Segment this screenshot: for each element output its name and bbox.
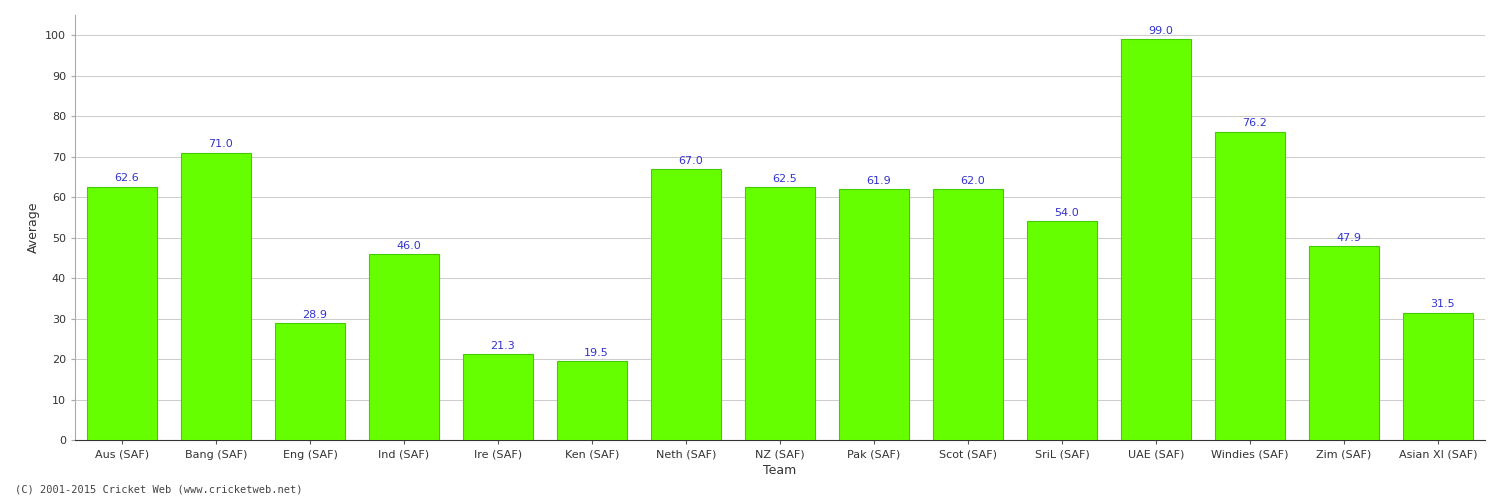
Bar — [933, 189, 1004, 440]
Bar — [369, 254, 440, 440]
Bar — [1120, 40, 1191, 440]
Text: 61.9: 61.9 — [867, 176, 891, 186]
Text: 62.6: 62.6 — [114, 174, 140, 184]
Text: (C) 2001-2015 Cricket Web (www.cricketweb.net): (C) 2001-2015 Cricket Web (www.cricketwe… — [15, 485, 303, 495]
Text: 99.0: 99.0 — [1149, 26, 1173, 36]
Bar — [556, 361, 627, 440]
Bar — [87, 186, 158, 440]
Bar — [839, 190, 909, 440]
Text: 76.2: 76.2 — [1242, 118, 1268, 128]
Y-axis label: Average: Average — [27, 202, 39, 253]
Text: 28.9: 28.9 — [302, 310, 327, 320]
Text: 19.5: 19.5 — [585, 348, 609, 358]
Bar — [1026, 222, 1096, 440]
Text: 21.3: 21.3 — [490, 340, 514, 350]
Bar — [180, 152, 250, 440]
Text: 31.5: 31.5 — [1431, 300, 1455, 310]
Bar — [744, 187, 816, 440]
Bar — [462, 354, 534, 440]
Bar — [651, 169, 722, 440]
Text: 62.0: 62.0 — [960, 176, 986, 186]
Text: 46.0: 46.0 — [396, 240, 422, 250]
Text: 71.0: 71.0 — [209, 140, 232, 149]
Text: 54.0: 54.0 — [1054, 208, 1078, 218]
Text: 47.9: 47.9 — [1336, 233, 1360, 243]
Bar — [1402, 312, 1473, 440]
Bar — [1215, 132, 1286, 440]
Text: 67.0: 67.0 — [678, 156, 703, 166]
Bar — [274, 323, 345, 440]
Text: 62.5: 62.5 — [772, 174, 796, 184]
X-axis label: Team: Team — [764, 464, 796, 477]
Bar — [1308, 246, 1380, 440]
